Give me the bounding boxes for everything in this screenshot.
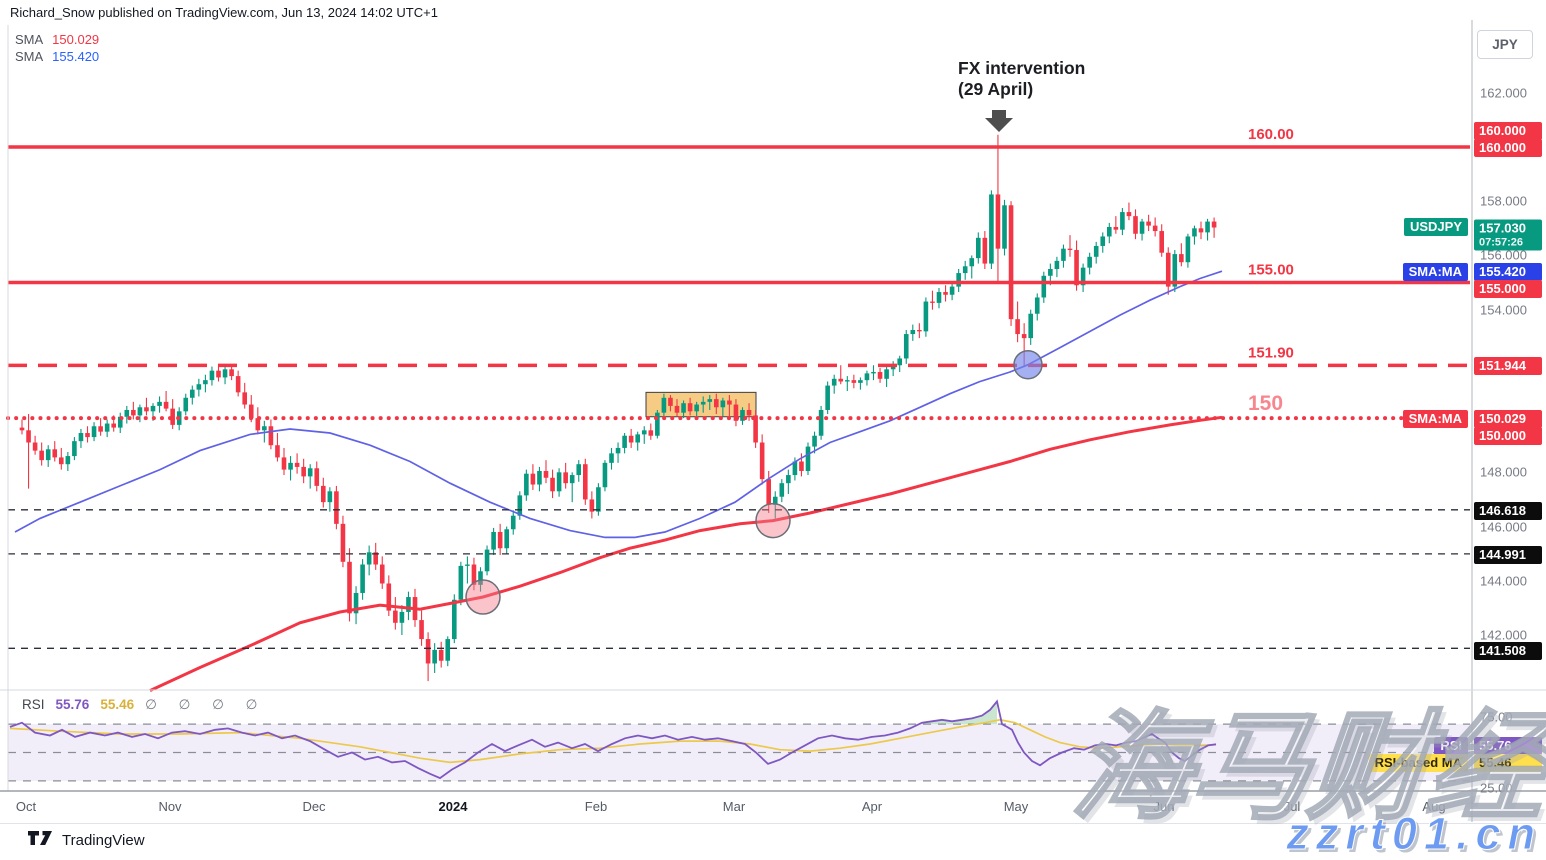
tradingview-brand-text[interactable]: TradingView xyxy=(62,832,145,849)
level-label: 150 xyxy=(1248,392,1283,415)
moving-averages xyxy=(14,270,1223,692)
sma1-label: SMA xyxy=(15,32,44,47)
sma1-value: 150.029 xyxy=(52,32,100,47)
sma2-label: SMA xyxy=(15,49,44,64)
rsi-panel xyxy=(8,699,1470,782)
ma-touch-circles xyxy=(465,349,1043,615)
level-label: 151.90 xyxy=(1248,344,1294,361)
annotation-arrow xyxy=(985,110,1013,132)
sma2-value: 155.420 xyxy=(52,49,100,64)
sma-legend-row-1[interactable]: SMA 150.029 xyxy=(15,31,99,48)
rsi-ma-value: 55.46 xyxy=(100,697,135,712)
rsi-ma-line xyxy=(9,718,1217,764)
sma-legend-row-2[interactable]: SMA 155.420 xyxy=(15,48,99,65)
rsi-label: RSI xyxy=(22,697,45,712)
rsi-legend[interactable]: RSI 55.76 55.46 ∅ ∅ ∅ ∅ xyxy=(22,697,266,713)
currency-unit-label: JPY xyxy=(1492,37,1518,52)
price-levels: 160.00 155.00 151.90 150 xyxy=(6,126,1472,649)
indicator-legend: SMA 150.029 SMA 155.420 xyxy=(15,31,99,65)
rsi-value: 55.76 xyxy=(55,697,90,712)
fx-intervention-annotation[interactable]: FX intervention (29 April) xyxy=(958,58,1085,100)
rsi-empty-slots: ∅ ∅ ∅ ∅ xyxy=(145,697,267,712)
annotation-line1: FX intervention xyxy=(958,58,1086,78)
pane-borders xyxy=(0,20,1546,822)
currency-unit-button[interactable]: JPY xyxy=(1477,30,1533,59)
level-label: 155.00 xyxy=(1248,262,1294,279)
level-label: 160.00 xyxy=(1248,126,1294,143)
candles xyxy=(19,134,1217,682)
down-arrow-icon xyxy=(985,110,1013,132)
attribution-text: Richard_Snow published on TradingView.co… xyxy=(10,5,438,20)
attribution-bar: Richard_Snow published on TradingView.co… xyxy=(10,5,438,20)
tradingview-logo-icon[interactable] xyxy=(28,830,54,851)
sma-slow-line xyxy=(149,415,1223,692)
bottom-toolbar: TradingView xyxy=(0,823,1546,857)
annotation-line2: (29 April) xyxy=(958,79,1034,99)
sma-fast-line xyxy=(14,270,1223,539)
rsi-line xyxy=(9,699,1217,780)
